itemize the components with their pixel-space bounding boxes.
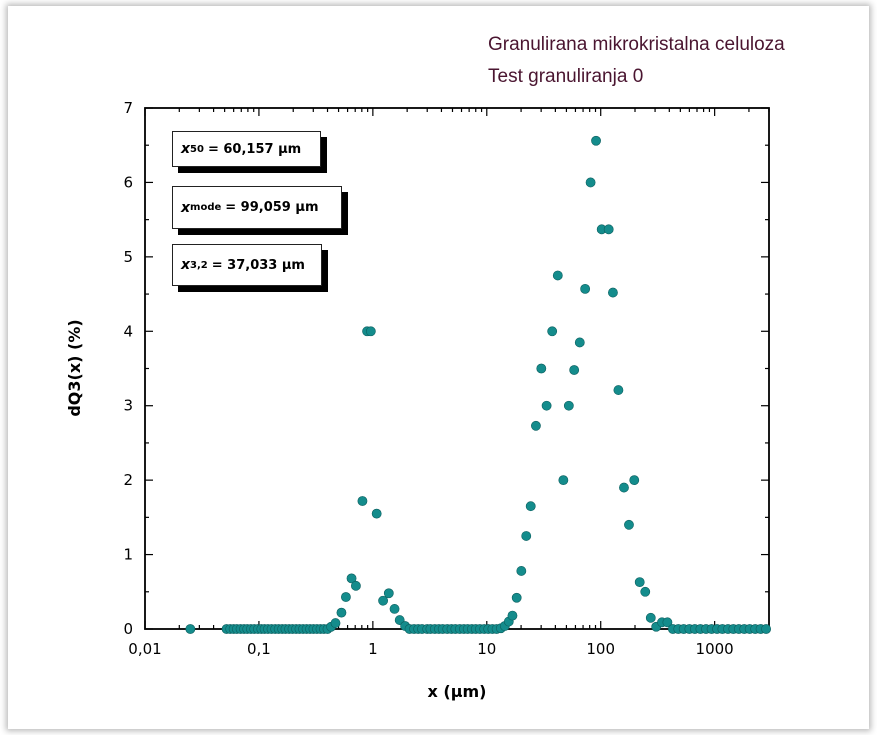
data-point <box>553 271 562 280</box>
data-point <box>331 618 340 627</box>
stat-sub: mode <box>190 202 221 213</box>
stat-var: x <box>181 141 190 157</box>
y-tick-label: 6 <box>123 173 133 191</box>
data-point <box>641 587 650 596</box>
stat-box-xmode: x mode = 99,059 μm <box>172 186 342 229</box>
data-point <box>564 401 573 410</box>
data-point <box>608 288 617 297</box>
data-point <box>548 327 557 336</box>
y-tick-labels: 0 1 2 3 4 5 6 7 <box>123 99 133 638</box>
data-point <box>581 284 590 293</box>
data-point <box>624 520 633 529</box>
data-point <box>351 581 360 590</box>
x-axis-label: x (μm) <box>428 682 487 701</box>
x-tick-label: 10 <box>477 640 496 658</box>
data-point <box>522 531 531 540</box>
data-point <box>372 509 381 518</box>
y-tick-label: 0 <box>123 620 133 638</box>
data-point <box>341 592 350 601</box>
stat-sub: 3,2 <box>190 260 208 271</box>
data-point <box>186 624 195 633</box>
data-point <box>646 613 655 622</box>
data-point <box>570 365 579 374</box>
y-tick-label: 5 <box>123 248 133 266</box>
data-point <box>630 476 639 485</box>
stat-var: x <box>181 200 190 216</box>
x-tick-label: 1000 <box>696 640 734 658</box>
stat-value: = 99,059 μm <box>225 200 318 215</box>
data-point <box>358 496 367 505</box>
data-point <box>517 566 526 575</box>
data-point <box>762 624 771 633</box>
data-point <box>559 476 568 485</box>
stat-value: = 60,157 μm <box>208 142 301 157</box>
stat-box-x50: x 50 = 60,157 μm <box>172 131 321 167</box>
x-tick-label: 0,1 <box>247 640 271 658</box>
y-tick-label: 2 <box>123 471 133 489</box>
x-tick-label: 100 <box>586 640 615 658</box>
stat-value: = 37,033 μm <box>212 258 305 273</box>
y-tick-label: 3 <box>123 397 133 415</box>
data-point <box>384 589 393 598</box>
x-tick-labels: 0,01 0,1 1 10 100 1000 <box>128 640 733 658</box>
stat-box-x32: x 3,2 = 37,033 μm <box>172 244 322 286</box>
data-point <box>575 338 584 347</box>
data-point <box>635 578 644 587</box>
data-point <box>508 611 517 620</box>
data-point <box>531 421 540 430</box>
data-point <box>390 604 399 613</box>
stat-sub: 50 <box>190 144 204 155</box>
y-tick-label: 1 <box>123 546 133 564</box>
data-point <box>604 225 613 234</box>
data-point <box>337 608 346 617</box>
y-axis-label: dQ3(x) (%) <box>65 319 84 416</box>
x-tick-label: 1 <box>368 640 378 658</box>
data-point <box>537 364 546 373</box>
data-point <box>591 136 600 145</box>
data-point <box>366 327 375 336</box>
y-tick-label: 4 <box>123 322 133 340</box>
data-point <box>619 483 628 492</box>
data-point <box>512 593 521 602</box>
y-tick-label: 7 <box>123 99 133 117</box>
stat-var: x <box>181 257 190 273</box>
data-point <box>614 385 623 394</box>
data-point <box>542 401 551 410</box>
data-point <box>586 178 595 187</box>
x-tick-label: 0,01 <box>128 640 161 658</box>
data-point <box>526 502 535 511</box>
